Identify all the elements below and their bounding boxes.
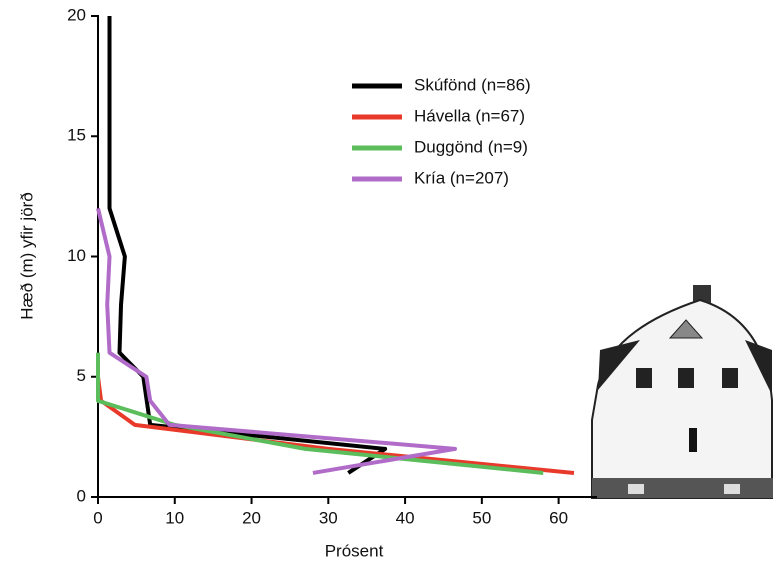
building-photo xyxy=(591,280,773,499)
x-tick-label: 10 xyxy=(165,508,184,527)
legend-label: Skúfönd (n=86) xyxy=(414,75,531,94)
legend-label: Kría (n=207) xyxy=(414,168,509,187)
y-tick-label: 10 xyxy=(67,246,86,265)
y-axis-label: Hæð (m) yfir jörð xyxy=(17,192,36,320)
x-tick-label: 60 xyxy=(549,508,568,527)
y-tick-label: 20 xyxy=(67,5,86,24)
y-tick-label: 0 xyxy=(77,486,86,505)
x-tick-label: 30 xyxy=(319,508,338,527)
data-line xyxy=(107,16,388,475)
legend-label: Duggönd (n=9) xyxy=(414,137,528,156)
data-line xyxy=(96,207,457,475)
x-tick-label: 50 xyxy=(472,508,491,527)
data-line xyxy=(96,352,544,475)
y-tick-label: 15 xyxy=(67,126,86,145)
y-tick-label: 5 xyxy=(77,366,86,385)
x-tick-label: 20 xyxy=(242,508,261,527)
x-tick-label: 0 xyxy=(93,508,102,527)
legend-label: Hávella (n=67) xyxy=(414,106,525,125)
x-axis-label: Prósent xyxy=(325,541,384,560)
x-tick-label: 40 xyxy=(396,508,415,527)
